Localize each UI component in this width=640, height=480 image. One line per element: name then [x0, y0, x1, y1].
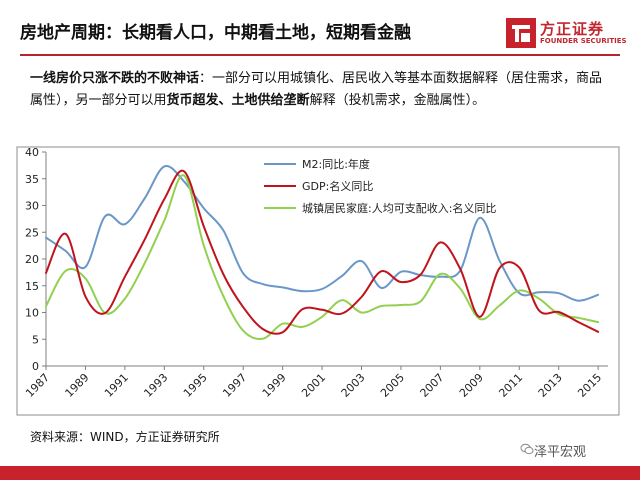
legend-label: M2:同比:年度 [302, 157, 370, 171]
slide-header: 房地产周期：长期看人口，中期看土地，短期看金融 方正证券 FOUNDER SEC… [0, 0, 640, 60]
x-tick-label: 2005 [378, 371, 407, 400]
y-tick-label: 40 [25, 146, 39, 159]
x-tick-label: 1999 [260, 371, 289, 400]
x-tick-label: 2003 [339, 371, 368, 400]
chart-container: 0 5 10 15 20 25 30 35 40 1987 1989 1991 1993 1995 1997… [16, 146, 620, 416]
y-tick-label: 5 [32, 333, 39, 346]
header-divider [20, 54, 620, 56]
logo-english-name: FOUNDER SECURITIES [540, 37, 627, 45]
y-tick-label: 35 [25, 173, 39, 186]
y-tick-label: 30 [25, 200, 39, 213]
watermark: 泽平宏观 [534, 445, 587, 460]
x-tick-label: 2009 [457, 371, 486, 400]
intro-paragraph: 一线房价只涨不跌的不败神话：一部分可以用城镇化、居民收入等基本面数据解释（居住需… [30, 68, 615, 112]
intro-text-2: 解释（投机需求，金融属性）。 [309, 93, 486, 108]
x-tick-label: 1987 [23, 371, 52, 400]
x-tick-label: 1991 [102, 371, 131, 400]
y-tick-label: 0 [32, 360, 39, 373]
x-tick-label: 1989 [63, 371, 92, 400]
intro-separator: 、 [218, 93, 232, 108]
y-tick-label: 25 [25, 226, 39, 239]
x-tick-label: 2015 [575, 371, 604, 400]
chart-frame [16, 146, 620, 416]
x-tick-label: 1995 [181, 371, 210, 400]
wechat-icon [520, 443, 534, 455]
series-line-income [45, 174, 600, 340]
intro-lead: 一线房价只涨不跌的不败神话 [30, 71, 200, 86]
x-tick-label: 1993 [141, 371, 170, 400]
line-chart: 0 5 10 15 20 25 30 35 40 1987 1989 1991 1993 1995 1997… [16, 146, 620, 416]
x-tick-label: 2013 [536, 371, 565, 400]
intro-emphasis-land: 土地供给垄断 [231, 93, 310, 108]
x-tick-label: 2011 [496, 371, 525, 400]
series-line-gdp [45, 169, 600, 335]
intro-emphasis-money: 货币超发 [166, 93, 219, 108]
source-note: 资料来源：WIND，方正证券研究所 [30, 430, 220, 444]
legend-label: GDP:名义同比 [302, 179, 373, 193]
series-line-m2 [45, 164, 600, 302]
legend-label: 城镇居民家庭:人均可支配收入:名义同比 [302, 201, 496, 215]
x-tick-label: 2001 [299, 371, 328, 400]
x-tick-label: 1997 [220, 371, 249, 400]
y-tick-label: 20 [25, 253, 39, 266]
y-tick-label: 10 [25, 307, 39, 320]
brand-logo: 方正证券 FOUNDER SECURITIES [506, 18, 627, 48]
x-tick-label: 2007 [418, 371, 447, 400]
y-tick-label: 15 [25, 280, 39, 293]
page-title: 房地产周期：长期看人口，中期看土地，短期看金融 [20, 23, 411, 43]
founder-logo-icon [506, 18, 536, 48]
intro-text-1: ：一部分可以用城镇化、居民收入等基本面数据解释（居住需求，商品属性），另一部分可… [30, 71, 603, 108]
footer-bar [0, 466, 640, 480]
logo-name: 方正证券 [540, 20, 605, 38]
